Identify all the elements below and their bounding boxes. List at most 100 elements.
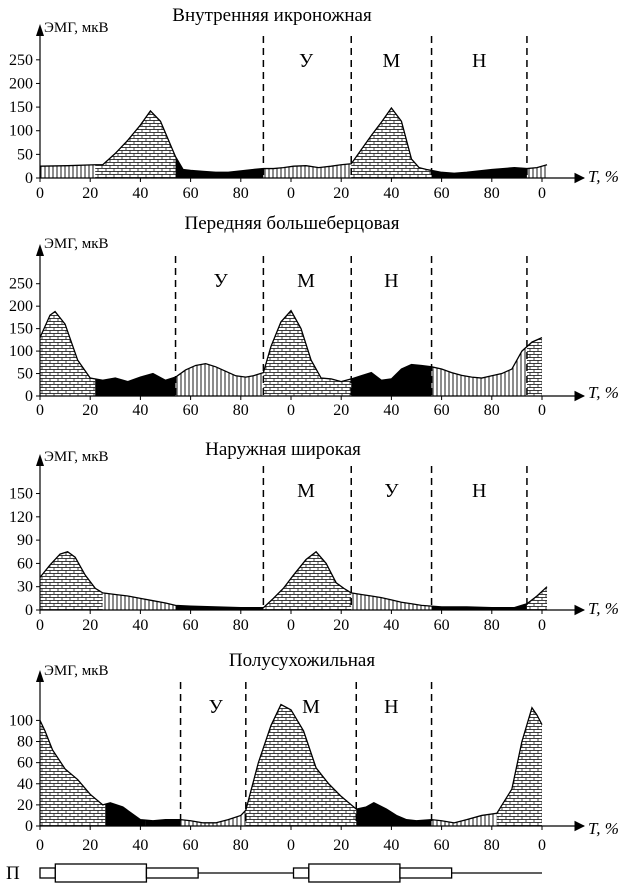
y-tick-label: 100	[9, 343, 33, 360]
panel-semitendinosus: 0 20 40 60 80 100 0 20 40 60 80 0 20 40 60 80 0 У М Н	[9, 670, 586, 854]
x-tick-label: 20	[82, 402, 98, 419]
emg-area-segment	[40, 551, 103, 610]
x-tick-label: 0	[538, 185, 546, 202]
y-tick-label: 30	[17, 579, 33, 596]
x-tick-label: 0	[36, 185, 44, 202]
y-tick-label: 250	[9, 52, 33, 69]
x-tick-label: 0	[36, 402, 44, 419]
gait-phase-bars	[39, 863, 542, 883]
x-tick-label: 0	[287, 402, 295, 419]
x-tick-label: 0	[36, 617, 44, 634]
emg-area-segment	[431, 813, 497, 826]
chart-title: Передняя большеберцовая	[185, 213, 400, 234]
y-tick-label: 100	[9, 123, 33, 140]
emg-area-segment	[496, 707, 542, 826]
x-tick-label: 20	[82, 185, 98, 202]
x-axis-label: T, %	[588, 167, 619, 186]
emg-area-segment	[431, 167, 527, 178]
y-tick-label: 150	[9, 99, 33, 116]
gait-support-bar	[292, 867, 310, 879]
x-tick-label: 80	[233, 402, 249, 419]
emg-area-segment	[526, 586, 548, 610]
x-axis-label: T, %	[588, 383, 619, 402]
x-tick-label: 0	[538, 837, 546, 854]
x-tick-label: 40	[383, 617, 399, 634]
emg-area-segment	[263, 310, 352, 396]
x-tick-label: 40	[132, 617, 148, 634]
phase-label: У	[209, 696, 224, 718]
emg-area-segment	[95, 110, 176, 178]
x-tick-label: 40	[383, 402, 399, 419]
x-tick-label: 0	[287, 185, 295, 202]
x-axis-label: T, %	[588, 819, 619, 838]
x-tick-label: 0	[287, 837, 295, 854]
phase-label: У	[299, 50, 314, 72]
x-tick-label: 20	[82, 837, 98, 854]
x-tick-label: 20	[333, 185, 349, 202]
y-tick-label: 60	[17, 555, 33, 572]
emg-area-segment	[351, 592, 432, 610]
phase-label: Н	[384, 270, 398, 292]
phase-label: М	[302, 696, 320, 718]
x-tick-label: 60	[183, 837, 199, 854]
panel-medial-gastrocnemius: 0 50 100 150 200 250 0 20 40 60 80 0 20 40 60 80 0 У М Н	[9, 24, 586, 202]
x-tick-label: 20	[82, 617, 98, 634]
x-tick-label: 40	[383, 837, 399, 854]
x-tick-label: 40	[132, 837, 148, 854]
emg-area-segment	[105, 802, 146, 826]
chart-title: Внутренняя икроножная	[172, 5, 372, 26]
x-tick-label: 80	[484, 185, 500, 202]
emg-area-segment	[431, 603, 527, 610]
gait-support-bar	[54, 863, 148, 883]
x-tick-label: 80	[233, 837, 249, 854]
x-tick-label: 40	[132, 185, 148, 202]
y-tick-label: 100	[9, 712, 33, 729]
x-tick-label: 60	[183, 402, 199, 419]
y-tick-label: 120	[9, 509, 33, 526]
x-tick-label: 80	[484, 617, 500, 634]
emg-area-segment	[351, 364, 432, 396]
y-tick-label: 80	[17, 734, 33, 751]
emg-line	[39, 309, 543, 383]
y-tick-label: 50	[17, 146, 33, 163]
x-tick-label: 20	[333, 837, 349, 854]
emg-area-segment	[526, 164, 548, 178]
y-tick-label: 60	[17, 755, 33, 772]
phase-label: М	[383, 50, 401, 72]
chart-title: Наружная широкая	[205, 439, 361, 460]
x-tick-label: 60	[183, 617, 199, 634]
panel-tibialis-anterior: 0 50 100 150 200 250 0 20 40 60 80 0 20 40 60 80 0 У М Н	[9, 244, 586, 419]
x-tick-label: 60	[183, 185, 199, 202]
y-axis-arrow	[36, 244, 44, 256]
y-tick-label: 0	[25, 170, 33, 187]
emg-area-segment	[526, 337, 542, 396]
y-axis-label: ЭМГ, мкВ	[44, 663, 109, 679]
y-tick-label: 200	[9, 75, 33, 92]
panel-vastus-lateralis: 0 30 60 90 120 150 0 20 40 60 80 0 20 40 60 80 0 М У Н	[9, 454, 586, 634]
x-tick-label: 0	[36, 837, 44, 854]
y-axis-label: ЭМГ, мкВ	[44, 236, 109, 252]
phase-label: М	[297, 480, 315, 502]
y-axis-label: ЭМГ, мкВ	[44, 20, 109, 36]
phase-label: М	[297, 270, 315, 292]
gait-support-bar	[399, 867, 453, 879]
gait-support-bar	[39, 867, 56, 879]
gait-support-bar	[145, 867, 199, 879]
emg-area-segment	[245, 704, 357, 826]
emg-area-segment	[431, 346, 527, 396]
x-tick-label: 60	[434, 185, 450, 202]
emg-area-segment	[180, 810, 246, 826]
phase-label: У	[214, 270, 229, 292]
y-axis-label: ЭМГ, мкВ	[44, 449, 109, 465]
y-tick-label: 90	[17, 532, 33, 549]
emg-area-segment	[95, 373, 176, 396]
y-tick-label: 50	[17, 366, 33, 383]
x-tick-label: 60	[434, 837, 450, 854]
y-tick-label: 250	[9, 276, 33, 293]
y-tick-label: 20	[17, 797, 33, 814]
gait-label: П	[6, 863, 20, 884]
x-tick-label: 60	[434, 402, 450, 419]
y-tick-label: 200	[9, 298, 33, 315]
emg-area-segment	[40, 164, 96, 178]
